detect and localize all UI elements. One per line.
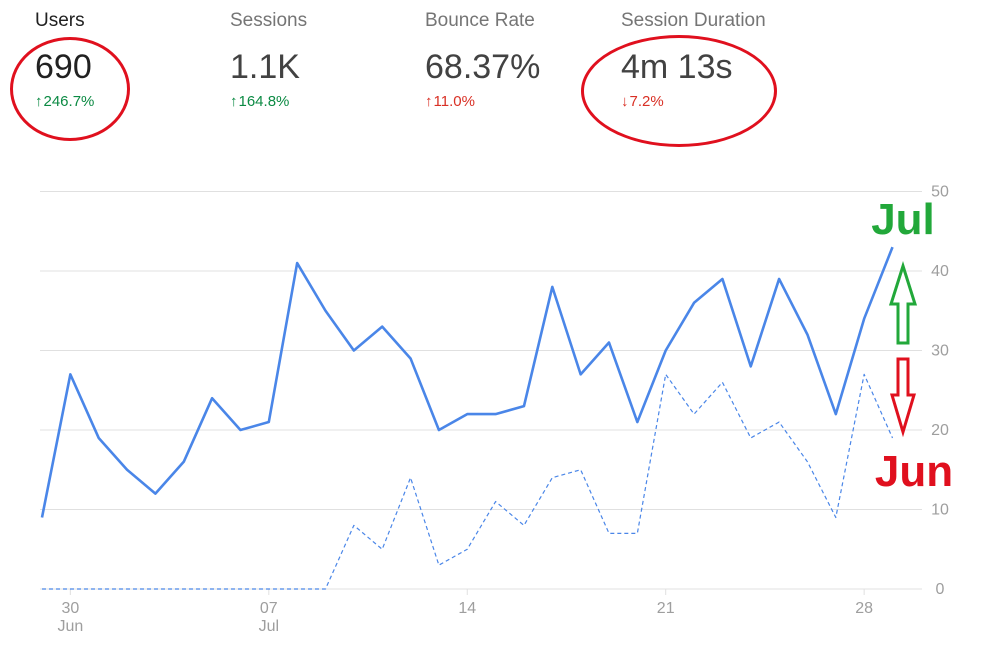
- down-arrow-annotation-icon: [889, 357, 917, 438]
- y-tick-label: 30: [931, 343, 949, 360]
- metric-change: ↑164.8%: [230, 93, 307, 110]
- y-tick-label: 20: [931, 422, 949, 439]
- metric-label: Users: [35, 10, 85, 31]
- metric-value: 1.1K: [230, 48, 300, 86]
- metric-bounce-rate[interactable]: Bounce Rate 68.37% ↑11.0%: [425, 10, 540, 110]
- metric-value: 68.37%: [425, 48, 541, 86]
- y-tick-label: 0: [936, 581, 945, 598]
- x-tick-month-label: Jul: [259, 618, 279, 635]
- arrow-up-icon: ↑: [230, 93, 238, 110]
- y-tick-label: 50: [931, 184, 949, 201]
- x-tick-month-label: Jun: [57, 618, 83, 635]
- jul-annotation-label: Jul: [871, 195, 935, 244]
- previous-period-line: [42, 373, 894, 590]
- x-tick-label: 14: [458, 600, 476, 617]
- current-period-line: [40, 246, 894, 518]
- jun-annotation-label: Jun: [875, 447, 953, 496]
- metric-label: Session Duration: [621, 10, 766, 31]
- metric-label: Sessions: [230, 10, 308, 31]
- x-tick-label: 07: [260, 600, 278, 617]
- metric-change-value: 11.0%: [433, 93, 475, 110]
- metric-label: Bounce Rate: [425, 10, 535, 31]
- x-tick-label: 28: [855, 600, 873, 617]
- y-tick-label: 40: [931, 263, 949, 280]
- metric-sessions[interactable]: Sessions 1.1K ↑164.8%: [230, 10, 307, 110]
- arrow-up-icon: ↑: [425, 93, 433, 110]
- x-tick-label: 21: [657, 600, 675, 617]
- up-arrow-annotation-icon: [888, 261, 918, 345]
- metric-change-value: 164.8%: [238, 93, 290, 110]
- metric-change: ↑11.0%: [425, 93, 540, 110]
- y-tick-label: 10: [931, 502, 949, 519]
- users-highlight-ellipse: [10, 37, 130, 141]
- x-tick-label: 30: [61, 600, 79, 617]
- session-duration-highlight-ellipse: [581, 35, 777, 147]
